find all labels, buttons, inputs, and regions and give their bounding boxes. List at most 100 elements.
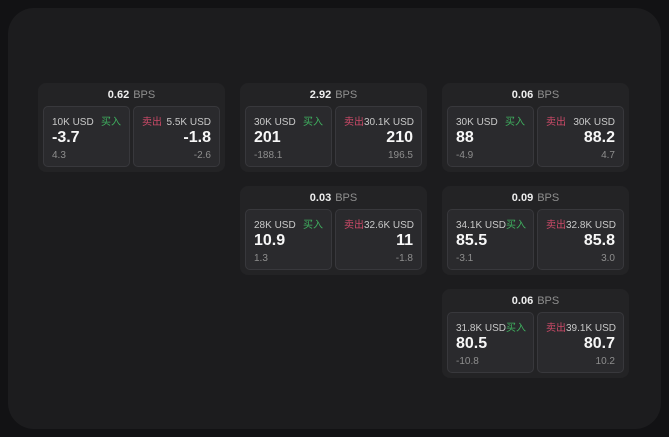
panel-top-row: 卖出 32.8K USD xyxy=(546,216,617,231)
bps-value: 0.06 xyxy=(511,88,534,101)
buy-size: 30K USD xyxy=(254,117,296,128)
sell-panel[interactable]: 卖出 30.1K USD 210 196.5 xyxy=(335,106,422,167)
panel-top-row: 卖出 39.1K USD xyxy=(546,319,617,334)
panel-top-row: 卖出 30K USD xyxy=(546,113,615,128)
bps-value: 0.09 xyxy=(511,191,534,204)
panel-row: 34.1K USD 买入 85.5 -3.1 卖出 32.8K USD 85.8… xyxy=(442,209,629,275)
panel-row: 30K USD 买入 201 -188.1 卖出 30.1K USD 210 1… xyxy=(240,106,427,172)
sell-label: 卖出 xyxy=(344,220,364,231)
buy-sub-value: 4.3 xyxy=(52,150,66,161)
buy-size: 10K USD xyxy=(52,117,94,128)
buy-price: -3.7 xyxy=(52,129,80,146)
bps-unit: BPS xyxy=(133,88,156,101)
sell-price: 85.8 xyxy=(583,232,615,249)
sell-label: 卖出 xyxy=(546,220,566,231)
buy-price: 201 xyxy=(254,129,281,146)
sell-label: 卖出 xyxy=(142,117,162,128)
sell-price: -1.8 xyxy=(183,129,211,146)
bps-unit: BPS xyxy=(537,191,560,204)
buy-sub-value: -10.8 xyxy=(456,356,479,367)
sell-size: 39.1K USD xyxy=(566,323,617,334)
sell-panel[interactable]: 卖出 32.8K USD 85.8 3.0 xyxy=(537,209,624,270)
sell-label: 卖出 xyxy=(546,323,566,334)
sell-price: 11 xyxy=(396,232,413,249)
buy-sub-value: -4.9 xyxy=(456,150,474,161)
buy-price: 85.5 xyxy=(456,232,488,249)
panel-top-row: 卖出 5.5K USD xyxy=(142,113,211,128)
quote-card: 2.92 BPS 30K USD 买入 201 -188.1 卖出 30.1K … xyxy=(240,83,427,172)
buy-sub-value: -3.1 xyxy=(456,253,474,264)
sell-label: 卖出 xyxy=(546,117,566,128)
bps-unit: BPS xyxy=(335,88,358,101)
buy-label: 买入 xyxy=(303,220,323,231)
quote-card-grid: 0.62 BPS 10K USD 买入 -3.7 4.3 卖出 5.5K USD… xyxy=(38,83,629,378)
sell-panel[interactable]: 卖出 30K USD 88.2 4.7 xyxy=(537,106,624,167)
bps-value: 2.92 xyxy=(309,88,332,101)
bps-unit: BPS xyxy=(335,191,358,204)
buy-panel[interactable]: 10K USD 买入 -3.7 4.3 xyxy=(43,106,130,167)
buy-label: 买入 xyxy=(505,117,525,128)
sell-sub-value: 3.0 xyxy=(601,253,615,264)
sell-sub-value: 196.5 xyxy=(387,150,413,161)
sell-size: 32.8K USD xyxy=(566,220,617,231)
buy-panel[interactable]: 28K USD 买入 10.9 1.3 xyxy=(245,209,332,270)
buy-panel[interactable]: 30K USD 买入 88 -4.9 xyxy=(447,106,534,167)
buy-label: 买入 xyxy=(506,220,527,231)
panel-top-row: 10K USD 买入 xyxy=(52,113,121,128)
bps-header: 0.03 BPS xyxy=(240,186,427,209)
sell-sub-value: 4.7 xyxy=(601,150,615,161)
panel-top-row: 30K USD 买入 xyxy=(456,113,525,128)
panel-row: 30K USD 买入 88 -4.9 卖出 30K USD 88.2 4.7 xyxy=(442,106,629,172)
buy-panel[interactable]: 31.8K USD 买入 80.5 -10.8 xyxy=(447,312,534,373)
buy-label: 买入 xyxy=(303,117,323,128)
sell-sub-value: -2.6 xyxy=(193,150,211,161)
panel-top-row: 卖出 32.6K USD xyxy=(344,216,415,231)
sell-sub-value: 10.2 xyxy=(595,356,615,367)
panel-row: 10K USD 买入 -3.7 4.3 卖出 5.5K USD -1.8 -2.… xyxy=(38,106,225,172)
sell-panel[interactable]: 卖出 32.6K USD 11 -1.8 xyxy=(335,209,422,270)
bps-value: 0.06 xyxy=(511,294,534,307)
quote-card: 0.06 BPS 31.8K USD 买入 80.5 -10.8 卖出 39.1… xyxy=(442,289,629,378)
buy-price: 80.5 xyxy=(456,335,488,352)
panel-row: 28K USD 买入 10.9 1.3 卖出 32.6K USD 11 -1.8 xyxy=(240,209,427,275)
bps-header: 0.06 BPS xyxy=(442,289,629,312)
buy-label: 买入 xyxy=(506,323,527,334)
buy-size: 30K USD xyxy=(456,117,498,128)
buy-size: 34.1K USD xyxy=(456,220,507,231)
sell-size: 32.6K USD xyxy=(364,220,415,231)
panel-top-row: 31.8K USD 买入 xyxy=(456,319,527,334)
panel-row: 31.8K USD 买入 80.5 -10.8 卖出 39.1K USD 80.… xyxy=(442,312,629,378)
quote-card: 0.09 BPS 34.1K USD 买入 85.5 -3.1 卖出 32.8K… xyxy=(442,186,629,275)
buy-sub-value: 1.3 xyxy=(254,253,268,264)
sell-size: 30.1K USD xyxy=(364,117,415,128)
sell-size: 5.5K USD xyxy=(166,117,211,128)
quote-card: 0.06 BPS 30K USD 买入 88 -4.9 卖出 30K USD 8… xyxy=(442,83,629,172)
bps-header: 0.62 BPS xyxy=(38,83,225,106)
buy-price: 88 xyxy=(456,129,474,146)
buy-size: 31.8K USD xyxy=(456,323,507,334)
panel-top-row: 34.1K USD 买入 xyxy=(456,216,527,231)
buy-panel[interactable]: 30K USD 买入 201 -188.1 xyxy=(245,106,332,167)
bps-unit: BPS xyxy=(537,294,560,307)
buy-label: 买入 xyxy=(101,117,121,128)
bps-value: 0.62 xyxy=(107,88,130,101)
bps-unit: BPS xyxy=(537,88,560,101)
sell-label: 卖出 xyxy=(344,117,364,128)
sell-price: 80.7 xyxy=(583,335,615,352)
bps-header: 0.09 BPS xyxy=(442,186,629,209)
panel-top-row: 28K USD 买入 xyxy=(254,216,323,231)
bps-header: 2.92 BPS xyxy=(240,83,427,106)
sell-sub-value: -1.8 xyxy=(395,253,413,264)
buy-price: 10.9 xyxy=(254,232,286,249)
bps-header: 0.06 BPS xyxy=(442,83,629,106)
sell-size: 30K USD xyxy=(573,117,615,128)
buy-sub-value: -188.1 xyxy=(254,150,283,161)
sell-panel[interactable]: 卖出 39.1K USD 80.7 10.2 xyxy=(537,312,624,373)
sell-panel[interactable]: 卖出 5.5K USD -1.8 -2.6 xyxy=(133,106,220,167)
buy-panel[interactable]: 34.1K USD 买入 85.5 -3.1 xyxy=(447,209,534,270)
buy-size: 28K USD xyxy=(254,220,296,231)
sell-price: 88.2 xyxy=(583,129,615,146)
quote-card: 0.62 BPS 10K USD 买入 -3.7 4.3 卖出 5.5K USD… xyxy=(38,83,225,172)
panel-top-row: 30K USD 买入 xyxy=(254,113,323,128)
panel-top-row: 卖出 30.1K USD xyxy=(344,113,415,128)
